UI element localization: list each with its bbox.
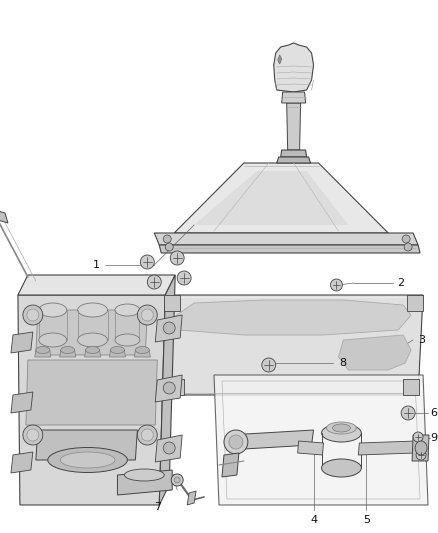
Text: 3: 3 (419, 335, 426, 345)
Polygon shape (164, 295, 180, 311)
Circle shape (140, 255, 154, 269)
Polygon shape (60, 350, 76, 357)
Polygon shape (358, 441, 416, 455)
Circle shape (402, 235, 410, 243)
Circle shape (141, 429, 153, 441)
Polygon shape (36, 310, 147, 355)
Polygon shape (174, 300, 411, 335)
Circle shape (331, 279, 343, 291)
Polygon shape (277, 157, 311, 163)
Text: 6: 6 (431, 408, 438, 418)
Polygon shape (154, 233, 418, 245)
Circle shape (138, 305, 157, 325)
Circle shape (170, 251, 184, 265)
Ellipse shape (326, 422, 357, 434)
Polygon shape (298, 441, 324, 455)
Ellipse shape (78, 333, 107, 347)
Ellipse shape (321, 459, 361, 477)
Ellipse shape (115, 304, 140, 316)
Polygon shape (11, 332, 33, 353)
Ellipse shape (60, 452, 115, 468)
Polygon shape (287, 103, 300, 150)
Circle shape (413, 432, 423, 442)
Circle shape (27, 429, 39, 441)
Polygon shape (403, 379, 419, 395)
Circle shape (147, 275, 161, 289)
Polygon shape (164, 295, 423, 395)
Polygon shape (194, 171, 348, 225)
Polygon shape (174, 163, 388, 233)
Circle shape (23, 425, 43, 445)
Polygon shape (36, 430, 138, 460)
Polygon shape (11, 392, 33, 413)
Text: 8: 8 (339, 358, 346, 368)
Text: 7: 7 (154, 502, 161, 512)
Polygon shape (134, 350, 150, 357)
Polygon shape (187, 491, 196, 505)
Circle shape (401, 406, 415, 420)
Polygon shape (159, 275, 175, 505)
Polygon shape (339, 335, 411, 370)
Ellipse shape (78, 303, 107, 317)
Circle shape (404, 243, 412, 251)
Polygon shape (155, 375, 182, 402)
Circle shape (229, 435, 243, 449)
Circle shape (177, 271, 191, 285)
Text: 4: 4 (310, 515, 317, 525)
Circle shape (141, 309, 153, 321)
Polygon shape (281, 150, 307, 157)
Polygon shape (214, 375, 428, 505)
Circle shape (27, 309, 39, 321)
Polygon shape (407, 295, 423, 311)
Polygon shape (274, 43, 314, 92)
Circle shape (165, 243, 173, 251)
Ellipse shape (415, 441, 427, 455)
Polygon shape (18, 275, 175, 295)
Circle shape (23, 305, 43, 325)
Polygon shape (222, 453, 239, 477)
Polygon shape (278, 55, 282, 64)
Ellipse shape (332, 424, 350, 432)
Circle shape (163, 442, 175, 454)
Polygon shape (159, 245, 420, 253)
Ellipse shape (36, 346, 50, 353)
Ellipse shape (110, 346, 124, 353)
Text: 2: 2 (398, 278, 405, 288)
Ellipse shape (85, 346, 99, 353)
Ellipse shape (124, 469, 164, 481)
Text: 9: 9 (431, 433, 438, 443)
Polygon shape (35, 350, 51, 357)
Polygon shape (26, 360, 157, 425)
Circle shape (262, 358, 276, 372)
Ellipse shape (61, 346, 74, 353)
Ellipse shape (39, 333, 67, 347)
Circle shape (163, 322, 175, 334)
Ellipse shape (115, 334, 140, 346)
Polygon shape (85, 350, 101, 357)
Polygon shape (110, 350, 125, 357)
Circle shape (171, 474, 183, 486)
Polygon shape (18, 295, 165, 505)
Polygon shape (0, 210, 8, 223)
Polygon shape (117, 470, 172, 495)
Text: 5: 5 (363, 515, 370, 525)
Polygon shape (282, 92, 306, 103)
Polygon shape (11, 452, 33, 473)
Ellipse shape (321, 424, 361, 442)
Text: 1: 1 (93, 260, 100, 270)
Polygon shape (155, 315, 182, 342)
Circle shape (174, 477, 180, 483)
Circle shape (224, 430, 248, 454)
Ellipse shape (135, 346, 149, 353)
Polygon shape (227, 430, 314, 450)
Circle shape (163, 382, 175, 394)
Polygon shape (168, 379, 184, 395)
Ellipse shape (39, 303, 67, 317)
Polygon shape (412, 435, 429, 461)
Circle shape (416, 450, 426, 460)
Polygon shape (155, 435, 182, 462)
Circle shape (163, 235, 171, 243)
Ellipse shape (48, 448, 127, 472)
Circle shape (138, 425, 157, 445)
